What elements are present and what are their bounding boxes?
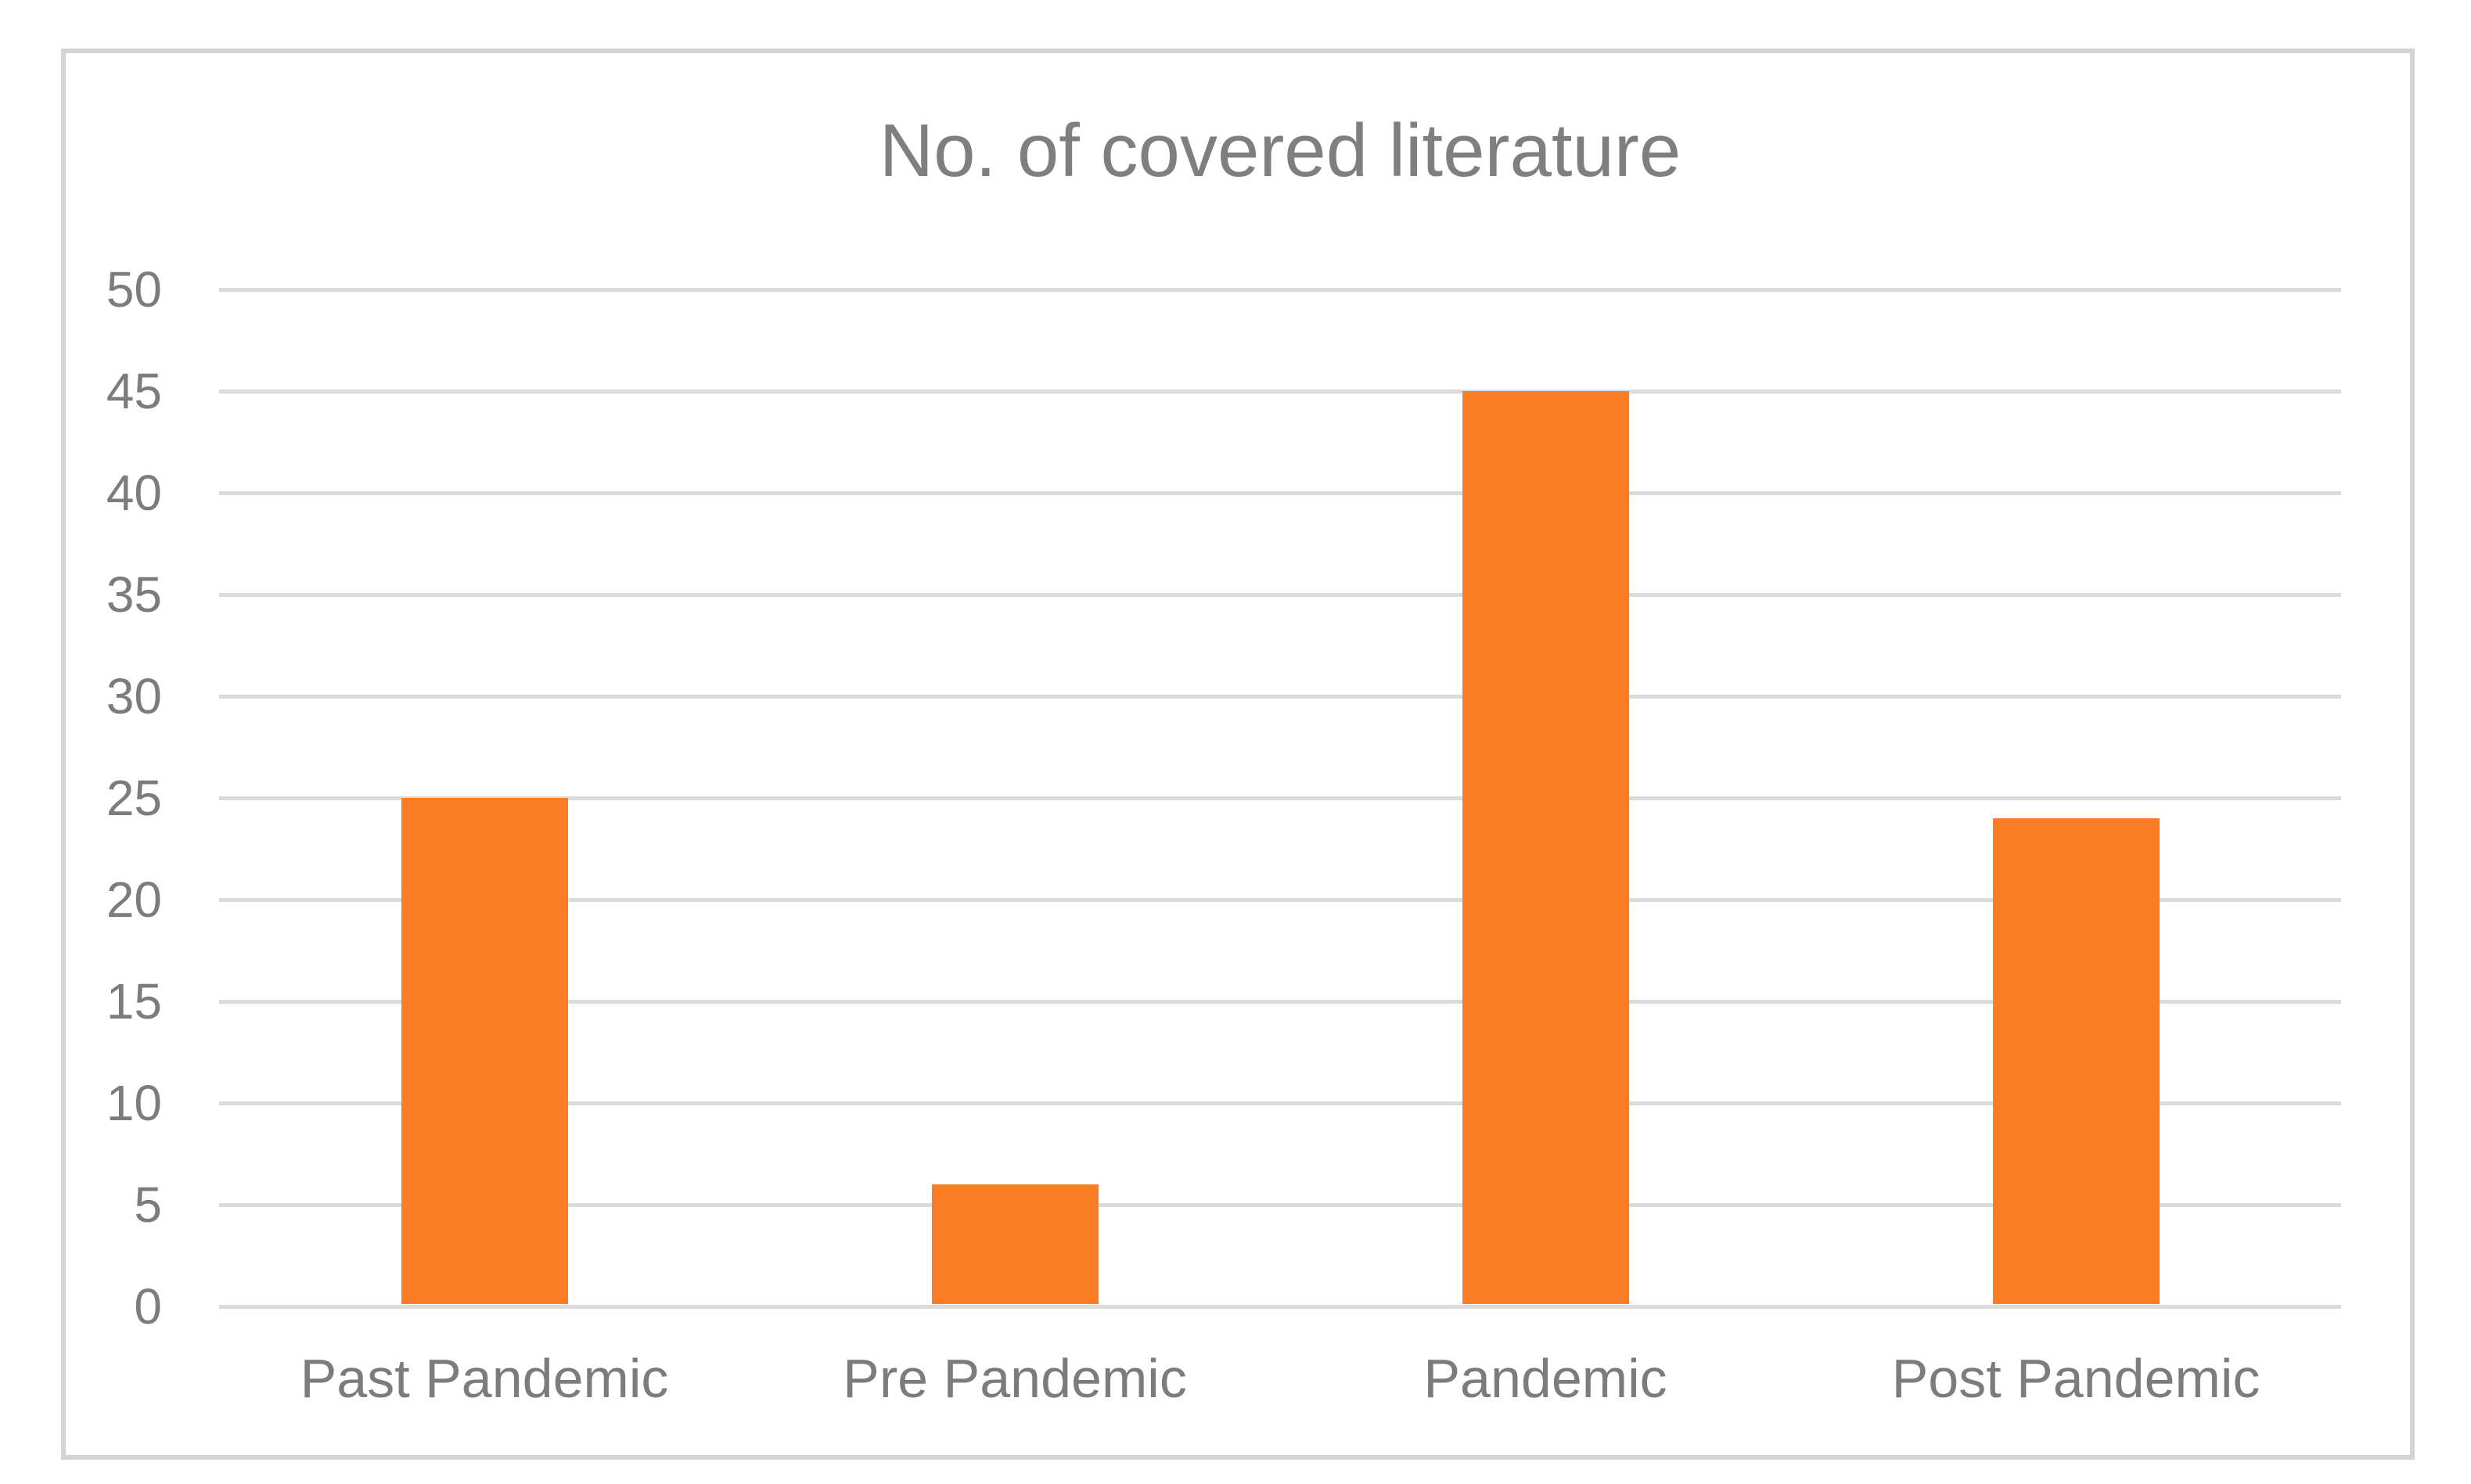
x-axis-labels: Past Pandemic Pre Pandemic Pandemic Post Pa…	[219, 1347, 2341, 1425]
y-tick-label-0: 0	[134, 1278, 162, 1335]
y-tick-label-40: 40	[106, 465, 162, 521]
x-tick-label-past-pandemic: Past Pandemic	[300, 1348, 669, 1409]
gridline-y-35	[219, 593, 2341, 597]
x-tick-label-post-pandemic: Post Pandemic	[1891, 1348, 2261, 1409]
bar-post-pandemic	[1992, 818, 2160, 1304]
y-tick-label-25: 25	[106, 770, 162, 826]
y-tick-label-50: 50	[106, 261, 162, 318]
gridline-y-0	[219, 1305, 2341, 1309]
chart-title: No. of covered literature	[879, 109, 1682, 192]
gridline-y-40	[219, 491, 2341, 495]
y-tick-label-10: 10	[106, 1075, 162, 1131]
gridline-y-45	[219, 390, 2341, 393]
gridline-y-10	[219, 1101, 2341, 1105]
y-tick-label-5: 5	[134, 1177, 162, 1233]
bar-past-pandemic	[401, 798, 568, 1304]
gridline-y-50	[219, 288, 2341, 292]
gridline-y-15	[219, 1000, 2341, 1004]
bar-pre-pandemic	[931, 1184, 1099, 1304]
y-axis-labels: 0 5 10 15 20 25 30 35 40 45 50	[31, 0, 162, 1484]
y-tick-label-30: 30	[106, 668, 162, 724]
y-tick-label-45: 45	[106, 363, 162, 419]
gridline-y-30	[219, 695, 2341, 699]
y-tick-label-35: 35	[106, 566, 162, 623]
gridline-y-20	[219, 898, 2341, 902]
x-tick-label-pandemic: Pandemic	[1423, 1348, 1667, 1409]
y-tick-label-15: 15	[106, 973, 162, 1029]
bar-pandemic	[1462, 391, 1629, 1304]
gridline-y-25	[219, 796, 2341, 800]
gridline-y-5	[219, 1203, 2341, 1207]
x-tick-label-pre-pandemic: Pre Pandemic	[843, 1348, 1187, 1409]
y-tick-label-20: 20	[106, 871, 162, 928]
plot-area	[219, 288, 2341, 1309]
